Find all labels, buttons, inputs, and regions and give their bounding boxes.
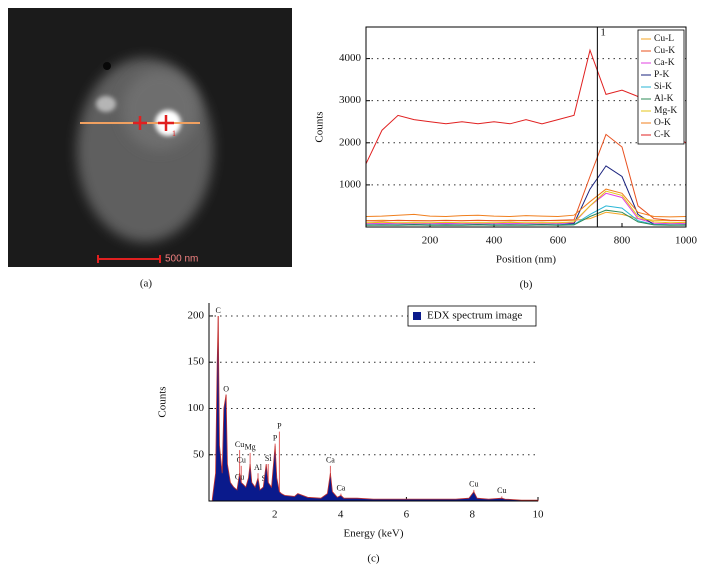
x-tick-label: 800 <box>614 235 631 247</box>
chart: 1000 2000 3000 4000 200 400 600 800 1000 Position… <box>314 26 698 291</box>
x-tick-label: 8 <box>469 509 475 521</box>
legend-swatch <box>413 312 421 320</box>
legend-label: EDX spectrum image <box>427 310 522 322</box>
peak-label: Ca <box>326 456 335 465</box>
legend-label: Si-K <box>654 82 672 92</box>
y-tick-label: 50 <box>193 448 205 460</box>
x-axis-label: Energy (keV) <box>344 528 404 540</box>
scan-crosses <box>133 115 174 131</box>
series-line <box>365 192 687 225</box>
legend-label: Mg-K <box>654 106 677 116</box>
peak-label: C <box>216 306 221 315</box>
x-tick-label: 1000 <box>675 235 698 247</box>
axes <box>208 303 538 502</box>
scale-bar <box>97 255 161 263</box>
legend: EDX spectrum image <box>407 305 537 327</box>
legend-label: C-K <box>654 130 671 140</box>
marker-label: 1 <box>600 27 606 39</box>
x-tick-label: 2 <box>272 509 278 521</box>
caption: (b) <box>520 279 533 291</box>
y-tick-label: 3000 <box>339 94 362 106</box>
x-tick-label: 4 <box>338 509 344 521</box>
y-tick-label: 4000 <box>339 52 362 64</box>
peak-label: Al <box>254 463 263 472</box>
series-line <box>365 48 687 165</box>
y-axis-label: Counts <box>314 111 326 142</box>
legend-box <box>407 305 537 327</box>
series-line <box>365 209 687 226</box>
legend-label: Cu-K <box>654 46 675 56</box>
y-tick-label: 100 <box>188 402 205 414</box>
y-tick-label: 150 <box>188 356 205 368</box>
peak-label: Cu <box>469 480 478 489</box>
plot-frame <box>365 26 687 228</box>
peak-label: Cu <box>235 440 244 449</box>
series-line <box>365 190 687 224</box>
peak-label: Mg <box>245 443 256 452</box>
x-axis-label: Position (nm) <box>496 254 557 266</box>
x-tick-label: 6 <box>404 509 410 521</box>
legend-label: Ca-K <box>654 58 675 68</box>
legend-label: P-K <box>654 70 669 80</box>
legend: Cu-L Cu-K Ca-K P-K Si-K Al-K Mg-K O-K C-K <box>637 29 685 145</box>
series-line <box>365 133 687 222</box>
peak-label: O <box>223 384 229 393</box>
legend-label: O-K <box>654 118 671 128</box>
peak-label: Si <box>265 454 272 463</box>
y-tick-label: 1000 <box>339 178 362 190</box>
dark-spot <box>103 62 111 70</box>
caption: (a) <box>140 278 153 290</box>
y-axis-label: Counts <box>157 386 169 417</box>
peak-label: P <box>273 433 278 442</box>
chart: 50 100 150 200 2 4 6 8 10 Energy (keV) Counts (c) C O… <box>157 303 544 565</box>
peak-label: Cu <box>237 456 246 465</box>
point-label: 1 <box>172 129 176 138</box>
peak-label: P <box>277 421 282 430</box>
y-tick-label: 2000 <box>339 136 362 148</box>
x-tick-label: 400 <box>486 235 503 247</box>
particle-lobe <box>122 70 198 150</box>
legend-label: Cu-L <box>654 34 674 44</box>
peak-label: Cu <box>497 486 506 495</box>
peak-label: Ca <box>336 483 345 492</box>
y-tick-label: 200 <box>188 309 205 321</box>
caption: (c) <box>367 553 380 565</box>
spectrum-area <box>211 315 539 502</box>
x-tick-label: 600 <box>550 235 567 247</box>
series-line <box>365 188 687 218</box>
scale-label: 500 nm <box>165 254 198 265</box>
x-tick-label: 200 <box>422 235 439 247</box>
micrograph: 1 500 nm (a) <box>8 8 292 290</box>
bright-spot <box>96 96 116 112</box>
x-tick-label: 10 <box>533 509 545 521</box>
legend-label: Al-K <box>654 94 674 104</box>
